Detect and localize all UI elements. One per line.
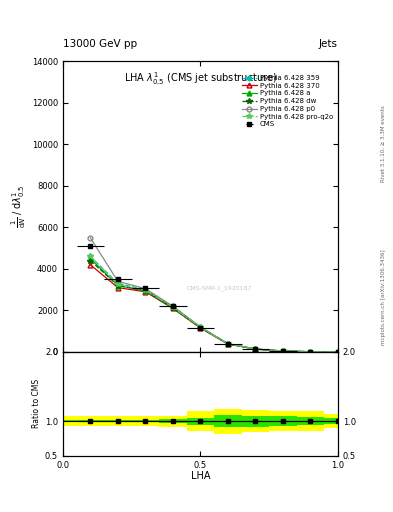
Line: Pythia 6.428 359: Pythia 6.428 359	[88, 254, 340, 354]
Pythia 6.428 p0	[281, 348, 285, 354]
Pythia 6.428 370	[88, 262, 93, 268]
Pythia 6.428 a	[143, 288, 148, 294]
Pythia 6.428 dw	[171, 305, 175, 311]
Pythia 6.428 370	[226, 341, 230, 347]
Line: Pythia 6.428 a: Pythia 6.428 a	[88, 256, 340, 354]
Pythia 6.428 pro-q2o	[253, 346, 258, 352]
Pythia 6.428 a	[116, 283, 120, 289]
Pythia 6.428 a	[198, 325, 203, 331]
Text: CMS-SMP-1_1920187: CMS-SMP-1_1920187	[187, 285, 252, 291]
Pythia 6.428 359	[171, 303, 175, 309]
Pythia 6.428 359	[226, 340, 230, 347]
Pythia 6.428 370	[336, 349, 340, 355]
Pythia 6.428 dw	[198, 325, 203, 331]
Pythia 6.428 dw	[281, 348, 285, 354]
Pythia 6.428 a	[88, 255, 93, 262]
Pythia 6.428 dw	[336, 349, 340, 355]
Pythia 6.428 359	[88, 253, 93, 260]
Pythia 6.428 a	[336, 349, 340, 355]
Pythia 6.428 p0	[198, 324, 203, 330]
Pythia 6.428 p0	[253, 346, 258, 352]
Pythia 6.428 370	[171, 305, 175, 311]
Pythia 6.428 370	[143, 289, 148, 295]
Pythia 6.428 pro-q2o	[336, 349, 340, 355]
Pythia 6.428 370	[253, 346, 258, 352]
X-axis label: LHA: LHA	[191, 471, 210, 481]
Pythia 6.428 pro-q2o	[281, 348, 285, 354]
Pythia 6.428 359	[143, 287, 148, 293]
Text: 13000 GeV pp: 13000 GeV pp	[63, 38, 137, 49]
Pythia 6.428 pro-q2o	[308, 349, 313, 355]
Pythia 6.428 370	[308, 349, 313, 355]
Pythia 6.428 dw	[308, 349, 313, 355]
Pythia 6.428 pro-q2o	[143, 287, 148, 293]
Pythia 6.428 359	[281, 348, 285, 354]
Pythia 6.428 pro-q2o	[88, 253, 93, 260]
Legend: Pythia 6.428 359, Pythia 6.428 370, Pythia 6.428 a, Pythia 6.428 dw, Pythia 6.42: Pythia 6.428 359, Pythia 6.428 370, Pyth…	[239, 72, 336, 130]
Pythia 6.428 359	[336, 349, 340, 355]
Line: Pythia 6.428 370: Pythia 6.428 370	[88, 262, 340, 354]
Pythia 6.428 dw	[88, 258, 93, 264]
Pythia 6.428 dw	[253, 346, 258, 352]
Text: Rivet 3.1.10, ≥ 3.3M events: Rivet 3.1.10, ≥ 3.3M events	[381, 105, 386, 182]
Pythia 6.428 pro-q2o	[226, 340, 230, 347]
Pythia 6.428 359	[198, 324, 203, 330]
Pythia 6.428 pro-q2o	[198, 325, 203, 331]
Pythia 6.428 a	[281, 348, 285, 354]
Pythia 6.428 dw	[116, 283, 120, 289]
Pythia 6.428 p0	[88, 234, 93, 241]
Pythia 6.428 359	[308, 349, 313, 355]
Pythia 6.428 a	[171, 304, 175, 310]
Line: Pythia 6.428 dw: Pythia 6.428 dw	[88, 258, 341, 355]
Pythia 6.428 359	[116, 281, 120, 287]
Pythia 6.428 p0	[336, 349, 340, 355]
Line: Pythia 6.428 p0: Pythia 6.428 p0	[88, 236, 340, 354]
Text: mcplots.cern.ch [arXiv:1306.3436]: mcplots.cern.ch [arXiv:1306.3436]	[381, 249, 386, 345]
Pythia 6.428 pro-q2o	[116, 282, 120, 288]
Pythia 6.428 p0	[116, 279, 120, 285]
Pythia 6.428 a	[253, 346, 258, 352]
Text: LHA $\lambda^{1}_{0.5}$ (CMS jet substructure): LHA $\lambda^{1}_{0.5}$ (CMS jet substru…	[124, 70, 277, 87]
Pythia 6.428 p0	[308, 349, 313, 355]
Pythia 6.428 a	[226, 341, 230, 347]
Pythia 6.428 dw	[226, 341, 230, 347]
Pythia 6.428 dw	[143, 288, 148, 294]
Pythia 6.428 p0	[171, 303, 175, 309]
Pythia 6.428 370	[281, 348, 285, 354]
Y-axis label: Ratio to CMS: Ratio to CMS	[32, 379, 41, 429]
Pythia 6.428 p0	[143, 286, 148, 292]
Pythia 6.428 p0	[226, 340, 230, 347]
Pythia 6.428 370	[116, 285, 120, 291]
Text: Jets: Jets	[319, 38, 338, 49]
Pythia 6.428 a	[308, 349, 313, 355]
Y-axis label: $\frac{1}{\mathrm{d}N} \; / \; \mathrm{d}\lambda^{1}_{0.5}$: $\frac{1}{\mathrm{d}N} \; / \; \mathrm{d…	[9, 185, 28, 228]
Pythia 6.428 359	[253, 346, 258, 352]
Pythia 6.428 pro-q2o	[171, 304, 175, 310]
Line: Pythia 6.428 pro-q2o: Pythia 6.428 pro-q2o	[88, 254, 341, 355]
Pythia 6.428 370	[198, 325, 203, 331]
